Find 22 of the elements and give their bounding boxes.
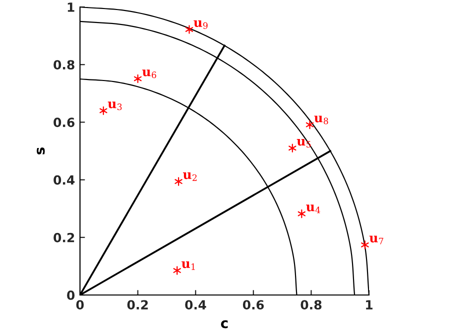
y-tick-label: 0.2	[54, 232, 74, 242]
annotation: u$_{4}$	[306, 204, 320, 214]
x-axis-title: c	[220, 320, 228, 328]
y-tick-label: 0.4	[54, 175, 75, 185]
x-tick-label: 0.4	[185, 300, 206, 310]
annotation: u$_{8}$	[314, 116, 328, 124]
x-tick-label: 0	[76, 300, 84, 310]
annotation: u$_{7}$	[369, 236, 384, 244]
x-tick-label: 0.8	[300, 300, 322, 310]
y-tick-label: 0	[67, 290, 75, 300]
annotation: u$_{2}$	[183, 172, 197, 181]
annotation: u$_{9}$	[194, 20, 208, 29]
annotation: u$_{1}$	[182, 261, 195, 270]
y-tick-label: 0.8	[54, 60, 74, 70]
annotation: u$_{3}$	[108, 102, 122, 110]
x-tick-label: 0.2	[127, 300, 148, 310]
x-tick-label: 0.6	[242, 300, 264, 310]
y-axis-title: s	[36, 148, 45, 154]
x-tick-label: 1	[366, 300, 372, 310]
annotation: u$_{6}$	[142, 70, 156, 78]
y-tick-label: 0.6	[54, 118, 74, 128]
y-tick-label: 1	[68, 2, 74, 12]
